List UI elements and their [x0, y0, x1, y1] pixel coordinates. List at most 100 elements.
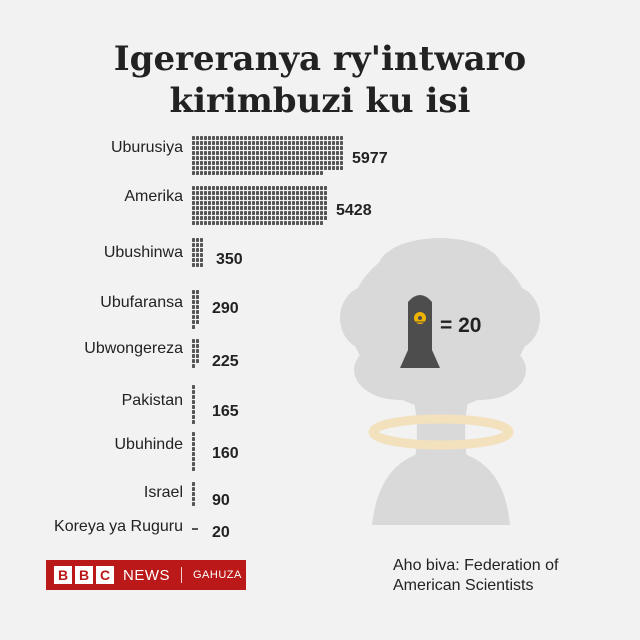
warhead-icon	[200, 248, 203, 252]
warhead-icon	[212, 201, 215, 205]
warhead-icon	[240, 196, 243, 200]
warhead-icon	[224, 191, 227, 195]
warhead-icon	[324, 211, 327, 215]
warhead-icon	[312, 216, 315, 220]
warhead-icon	[260, 196, 263, 200]
warhead-icon	[216, 161, 219, 165]
warhead-icon	[340, 146, 343, 150]
warhead-icon	[224, 186, 227, 190]
logo-separator	[181, 567, 182, 583]
warhead-icon	[300, 171, 303, 175]
warhead-icon	[196, 136, 199, 140]
warhead-icon	[232, 151, 235, 155]
warhead-icon	[220, 221, 223, 225]
warhead-icon	[264, 161, 267, 165]
warhead-icon	[332, 151, 335, 155]
chart-row: Pakistan 165	[122, 385, 239, 424]
warhead-icon	[224, 211, 227, 215]
warhead-icon	[192, 405, 195, 409]
warhead-icon	[196, 354, 199, 358]
warhead-icon	[320, 206, 323, 210]
warhead-icon	[240, 211, 243, 215]
chart-row: Ubushinwa 350	[104, 238, 243, 268]
warhead-icon	[288, 161, 291, 165]
warhead-icon	[200, 146, 203, 150]
warhead-icon	[256, 191, 259, 195]
warhead-icon	[296, 211, 299, 215]
source-line-1: Aho biva: Federation of	[393, 557, 559, 574]
warhead-icon	[192, 161, 195, 165]
warhead-icon	[336, 161, 339, 165]
warhead-icon	[256, 186, 259, 190]
warhead-icon	[320, 171, 323, 175]
warhead-icon	[308, 161, 311, 165]
warhead-icon	[224, 221, 227, 225]
warhead-icon	[224, 196, 227, 200]
warhead-icon	[252, 186, 255, 190]
warhead-icon	[292, 206, 295, 210]
warhead-icon	[216, 191, 219, 195]
warhead-icon	[200, 171, 203, 175]
warhead-icon	[300, 166, 303, 170]
warhead-icon	[220, 151, 223, 155]
warhead-icon	[232, 171, 235, 175]
warhead-icon	[252, 151, 255, 155]
warhead-icon	[332, 136, 335, 140]
warhead-icon	[196, 186, 199, 190]
warhead-icon	[200, 186, 203, 190]
warhead-icon	[216, 206, 219, 210]
warhead-icon	[192, 315, 195, 319]
warhead-icon	[204, 191, 207, 195]
chart-row: Ubuhinde 160	[115, 432, 239, 471]
warhead-icon	[200, 216, 203, 220]
warhead-icon	[208, 211, 211, 215]
warhead-icon	[244, 161, 247, 165]
warhead-icon	[260, 211, 263, 215]
warhead-icon	[300, 191, 303, 195]
warhead-icon	[256, 196, 259, 200]
warhead-icon	[292, 211, 295, 215]
warhead-icon	[208, 136, 211, 140]
warhead-icon	[296, 186, 299, 190]
warhead-icon	[192, 410, 195, 414]
warhead-icon	[300, 196, 303, 200]
warhead-icon	[236, 166, 239, 170]
warhead-icon	[272, 201, 275, 205]
warhead-icon	[340, 156, 343, 160]
warhead-icon	[280, 221, 283, 225]
warhead-icon	[256, 211, 259, 215]
bar	[192, 528, 198, 530]
warhead-icon	[220, 166, 223, 170]
warhead-icon	[196, 305, 199, 309]
warhead-icon	[236, 156, 239, 160]
warhead-icon	[200, 258, 203, 262]
warhead-icon	[336, 146, 339, 150]
warhead-icon	[224, 201, 227, 205]
warhead-icon	[208, 161, 211, 165]
warhead-icon	[264, 186, 267, 190]
warhead-icon	[264, 141, 267, 145]
warhead-icon	[300, 186, 303, 190]
warhead-icon	[288, 141, 291, 145]
warhead-icon	[248, 151, 251, 155]
warhead-icon	[320, 216, 323, 220]
warhead-icon	[204, 171, 207, 175]
warhead-icon	[320, 211, 323, 215]
warhead-icon	[312, 211, 315, 215]
chart-row: Ubufaransa 290	[100, 290, 239, 329]
warhead-icon	[316, 216, 319, 220]
warhead-icon	[212, 186, 215, 190]
warhead-icon	[204, 206, 207, 210]
warhead-icon	[308, 156, 311, 160]
warhead-icon	[256, 166, 259, 170]
warhead-icon	[196, 146, 199, 150]
warhead-icon	[268, 146, 271, 150]
warhead-icon	[320, 136, 323, 140]
warhead-icon	[312, 206, 315, 210]
warhead-icon	[224, 171, 227, 175]
warhead-icon	[216, 221, 219, 225]
category-label: Ubuhinde	[115, 436, 184, 453]
warhead-icon	[252, 146, 255, 150]
warhead-icon	[200, 141, 203, 145]
warhead-icon	[228, 146, 231, 150]
